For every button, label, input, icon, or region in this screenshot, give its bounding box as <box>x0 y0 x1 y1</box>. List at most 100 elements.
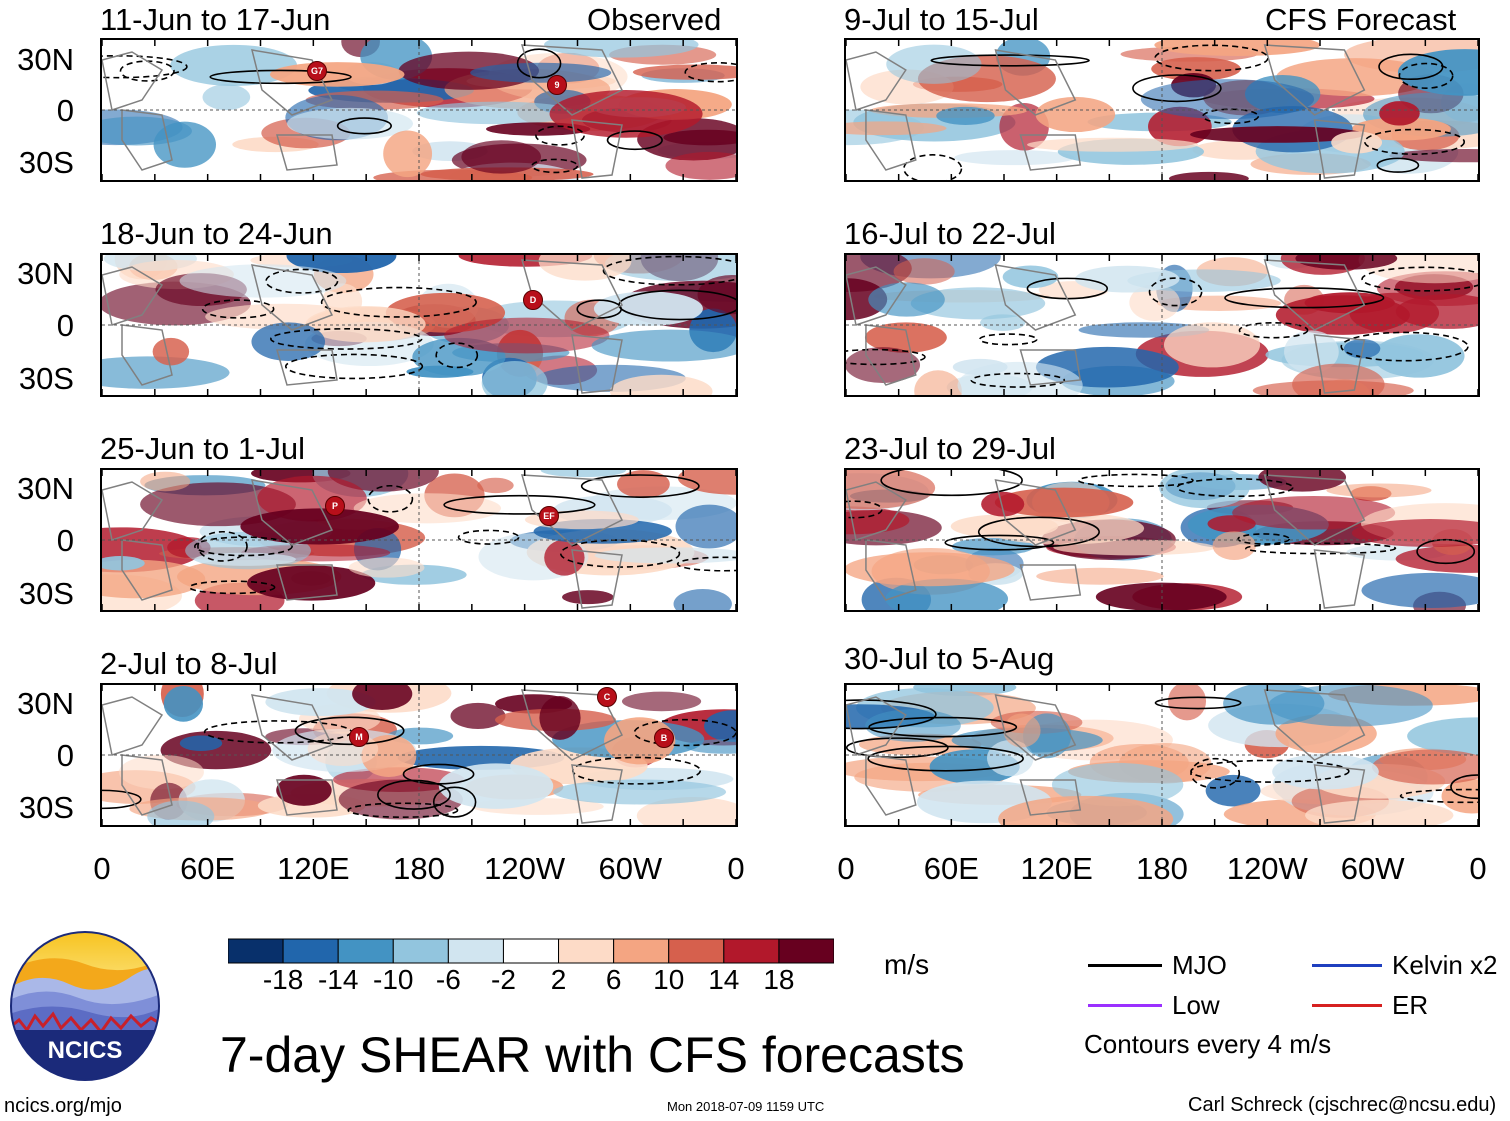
panel-6-title: 16-Jul to 22-Jul <box>844 216 1056 251</box>
legend-kelvin-label: Kelvin x2 <box>1392 950 1498 980</box>
anomaly-patch <box>102 116 192 146</box>
ytick-eq: 0 <box>56 523 74 558</box>
anomaly-patch <box>594 547 736 564</box>
coastline <box>520 259 624 331</box>
anomaly-patch <box>383 130 433 178</box>
xtick-right-0: 0 <box>837 851 855 886</box>
shear-contour <box>684 62 736 83</box>
anomaly-patch <box>1389 149 1478 163</box>
anomaly-patch <box>998 795 1174 825</box>
anomaly-patch <box>1361 572 1478 608</box>
shear-contour <box>944 534 1055 551</box>
shear-contour <box>1398 62 1454 89</box>
shear-contour <box>1416 538 1476 565</box>
shear-contour <box>1376 157 1420 173</box>
ytick-30n: 30N <box>17 256 74 291</box>
anomaly-patch <box>846 470 936 510</box>
anomaly-patch <box>140 482 296 527</box>
coastline <box>520 689 624 761</box>
coastline <box>865 324 917 386</box>
storm-marker: D <box>523 290 543 310</box>
xtick-right-4: 120W <box>1226 851 1308 886</box>
coastline <box>1019 779 1082 816</box>
anomaly-patch <box>240 508 400 545</box>
shear-contour <box>576 299 623 319</box>
colorbar-label: 6 <box>605 964 622 995</box>
logo-url[interactable]: ncics.org/mjo <box>4 1095 122 1117</box>
anomaly-patch <box>1163 322 1261 368</box>
coastline <box>121 109 173 171</box>
coastline <box>250 694 334 761</box>
anomaly-patch <box>950 514 1059 539</box>
coastline <box>1263 44 1366 116</box>
anomaly-patch <box>1205 774 1261 807</box>
shear-contour <box>193 536 293 557</box>
anomaly-patch <box>477 477 514 494</box>
shear-contour <box>880 470 1023 497</box>
anomaly-patch <box>549 90 703 138</box>
coastline <box>1313 764 1366 824</box>
anomaly-patch <box>1053 539 1216 556</box>
xtick-left-3: 180 <box>393 851 445 886</box>
anomaly-patch <box>338 779 463 820</box>
anomaly-patch <box>1002 265 1059 289</box>
shear-contour <box>531 158 579 174</box>
anomaly-patch <box>538 255 632 281</box>
map-panel-3 <box>100 468 738 612</box>
anomaly-patch <box>152 337 190 366</box>
xtick-right-1: 60E <box>923 851 979 886</box>
colorbar-swatch <box>502 938 560 964</box>
colorbar-label: -14 <box>317 964 359 995</box>
coastline <box>1019 134 1082 171</box>
anomaly-patch <box>1351 117 1451 141</box>
panel-8-title: 30-Jul to 5-Aug <box>844 641 1055 676</box>
coastline <box>102 481 164 541</box>
shear-contour <box>1190 757 1241 789</box>
anomaly-patch <box>194 552 296 566</box>
anomaly-patch <box>1154 40 1321 56</box>
shear-contour <box>294 716 405 746</box>
anomaly-patch <box>675 504 736 549</box>
anomaly-patch <box>1169 171 1249 180</box>
shear-contour <box>201 299 275 319</box>
anomaly-patch <box>617 470 670 499</box>
shear-contour <box>516 48 562 79</box>
anomaly-patch <box>1373 334 1465 378</box>
shear-contour <box>970 372 1066 388</box>
observed-label: Observed <box>587 2 722 37</box>
colorbar-label: 14 <box>708 964 740 995</box>
shear-contour <box>457 529 520 545</box>
anomaly-patch <box>481 361 548 395</box>
colorbar-swatch <box>778 938 834 964</box>
anomaly-patch <box>621 691 702 712</box>
anomaly-patch <box>951 537 1035 556</box>
coastline <box>276 779 338 816</box>
shear-contour <box>978 333 1038 346</box>
colorbar-swatch <box>282 938 339 964</box>
anomaly-patch <box>677 470 736 495</box>
ytick-eq: 0 <box>56 93 74 128</box>
anomaly-patch <box>269 62 405 87</box>
shear-contour <box>1245 542 1397 555</box>
figure-title: 7-day SHEAR with CFS forecasts <box>220 1027 965 1083</box>
author-credit: Carl Schreck (cjschrec@ncsu.edu) <box>1188 1094 1497 1116</box>
ytick-30s: 30S <box>18 576 74 611</box>
coastline <box>250 479 334 546</box>
anomaly-patch <box>1095 582 1227 610</box>
coastline <box>121 324 173 386</box>
shear-contour <box>676 556 736 572</box>
coastline <box>1019 349 1082 386</box>
anomaly-patch <box>140 471 191 492</box>
coastline <box>1019 564 1082 601</box>
panel-2-title: 18-Jun to 24-Jun <box>100 216 333 251</box>
anomaly-patch <box>1305 799 1454 825</box>
shear-contour <box>1450 774 1478 800</box>
storm-marker: G7 <box>307 61 327 81</box>
anomaly-patch <box>1035 96 1116 133</box>
anomaly-patch <box>470 62 612 83</box>
coastline <box>1313 334 1366 394</box>
anomaly-patch <box>348 557 425 578</box>
shear-contour <box>432 786 477 818</box>
xtick-left-6: 0 <box>727 851 745 886</box>
anomaly-patch <box>1051 762 1184 807</box>
